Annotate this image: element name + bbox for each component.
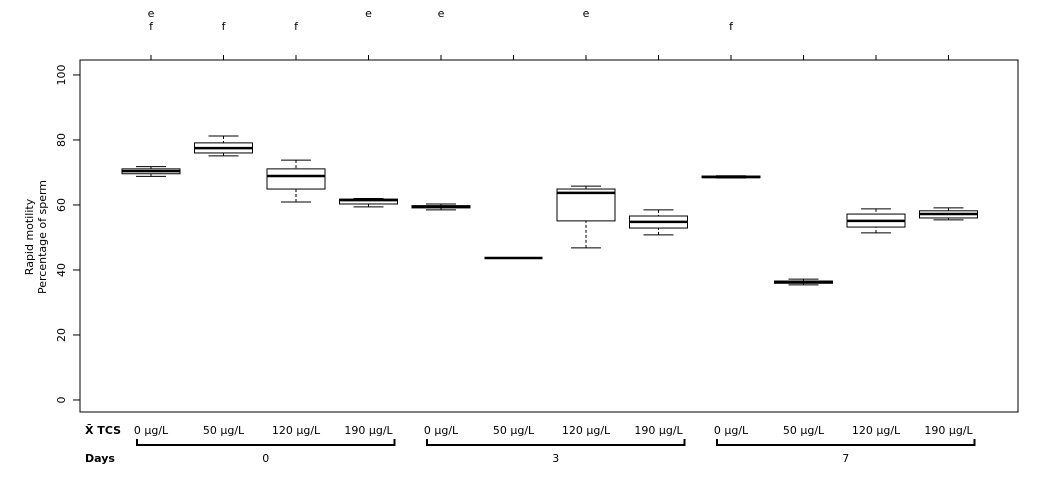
significance-letter: e (438, 7, 445, 20)
significance-letter: e (148, 7, 155, 20)
y-axis-label: Rapid motility (23, 198, 36, 275)
group-bracket (716, 439, 976, 446)
plot-frame (79, 59, 1019, 413)
group-tick-label: 0 (262, 452, 269, 465)
x-tick-label: 0 µg/L (134, 424, 169, 437)
x-tick-label: 120 µg/L (852, 424, 901, 437)
x-tick-label: 0 µg/L (714, 424, 749, 437)
y-tick-label: 100 (55, 64, 68, 85)
x-tick-label: 120 µg/L (272, 424, 321, 437)
x-tick-label: 50 µg/L (203, 424, 245, 437)
group-label: Days (85, 452, 115, 465)
significance-letter: f (149, 20, 154, 33)
x-tick-label: 190 µg/L (924, 424, 973, 437)
significance-letter: f (294, 20, 299, 33)
x-tick-label: 190 µg/L (344, 424, 393, 437)
y-axis-label: Percentage of sperm (36, 180, 49, 294)
x-tick-label: 190 µg/L (634, 424, 683, 437)
significance-letter: e (583, 7, 590, 20)
y-tick-label: 40 (55, 263, 68, 277)
box (266, 168, 326, 190)
y-tick-label: 20 (55, 328, 68, 342)
group-tick-label: 7 (842, 452, 849, 465)
x-axis-label: X̄ TCS (85, 424, 121, 437)
x-tick-label: 0 µg/L (424, 424, 459, 437)
group-bracket (136, 439, 396, 446)
y-tick-label: 0 (55, 396, 68, 403)
x-tick-label: 120 µg/L (562, 424, 611, 437)
group-bracket (426, 439, 686, 446)
y-tick-label: 80 (55, 133, 68, 147)
x-tick-label: 50 µg/L (783, 424, 825, 437)
y-tick-label: 60 (55, 198, 68, 212)
significance-letter: f (222, 20, 227, 33)
significance-letter: e (365, 7, 372, 20)
significance-letter: f (729, 20, 734, 33)
group-tick-label: 3 (552, 452, 559, 465)
x-tick-label: 50 µg/L (493, 424, 535, 437)
box (556, 188, 616, 222)
